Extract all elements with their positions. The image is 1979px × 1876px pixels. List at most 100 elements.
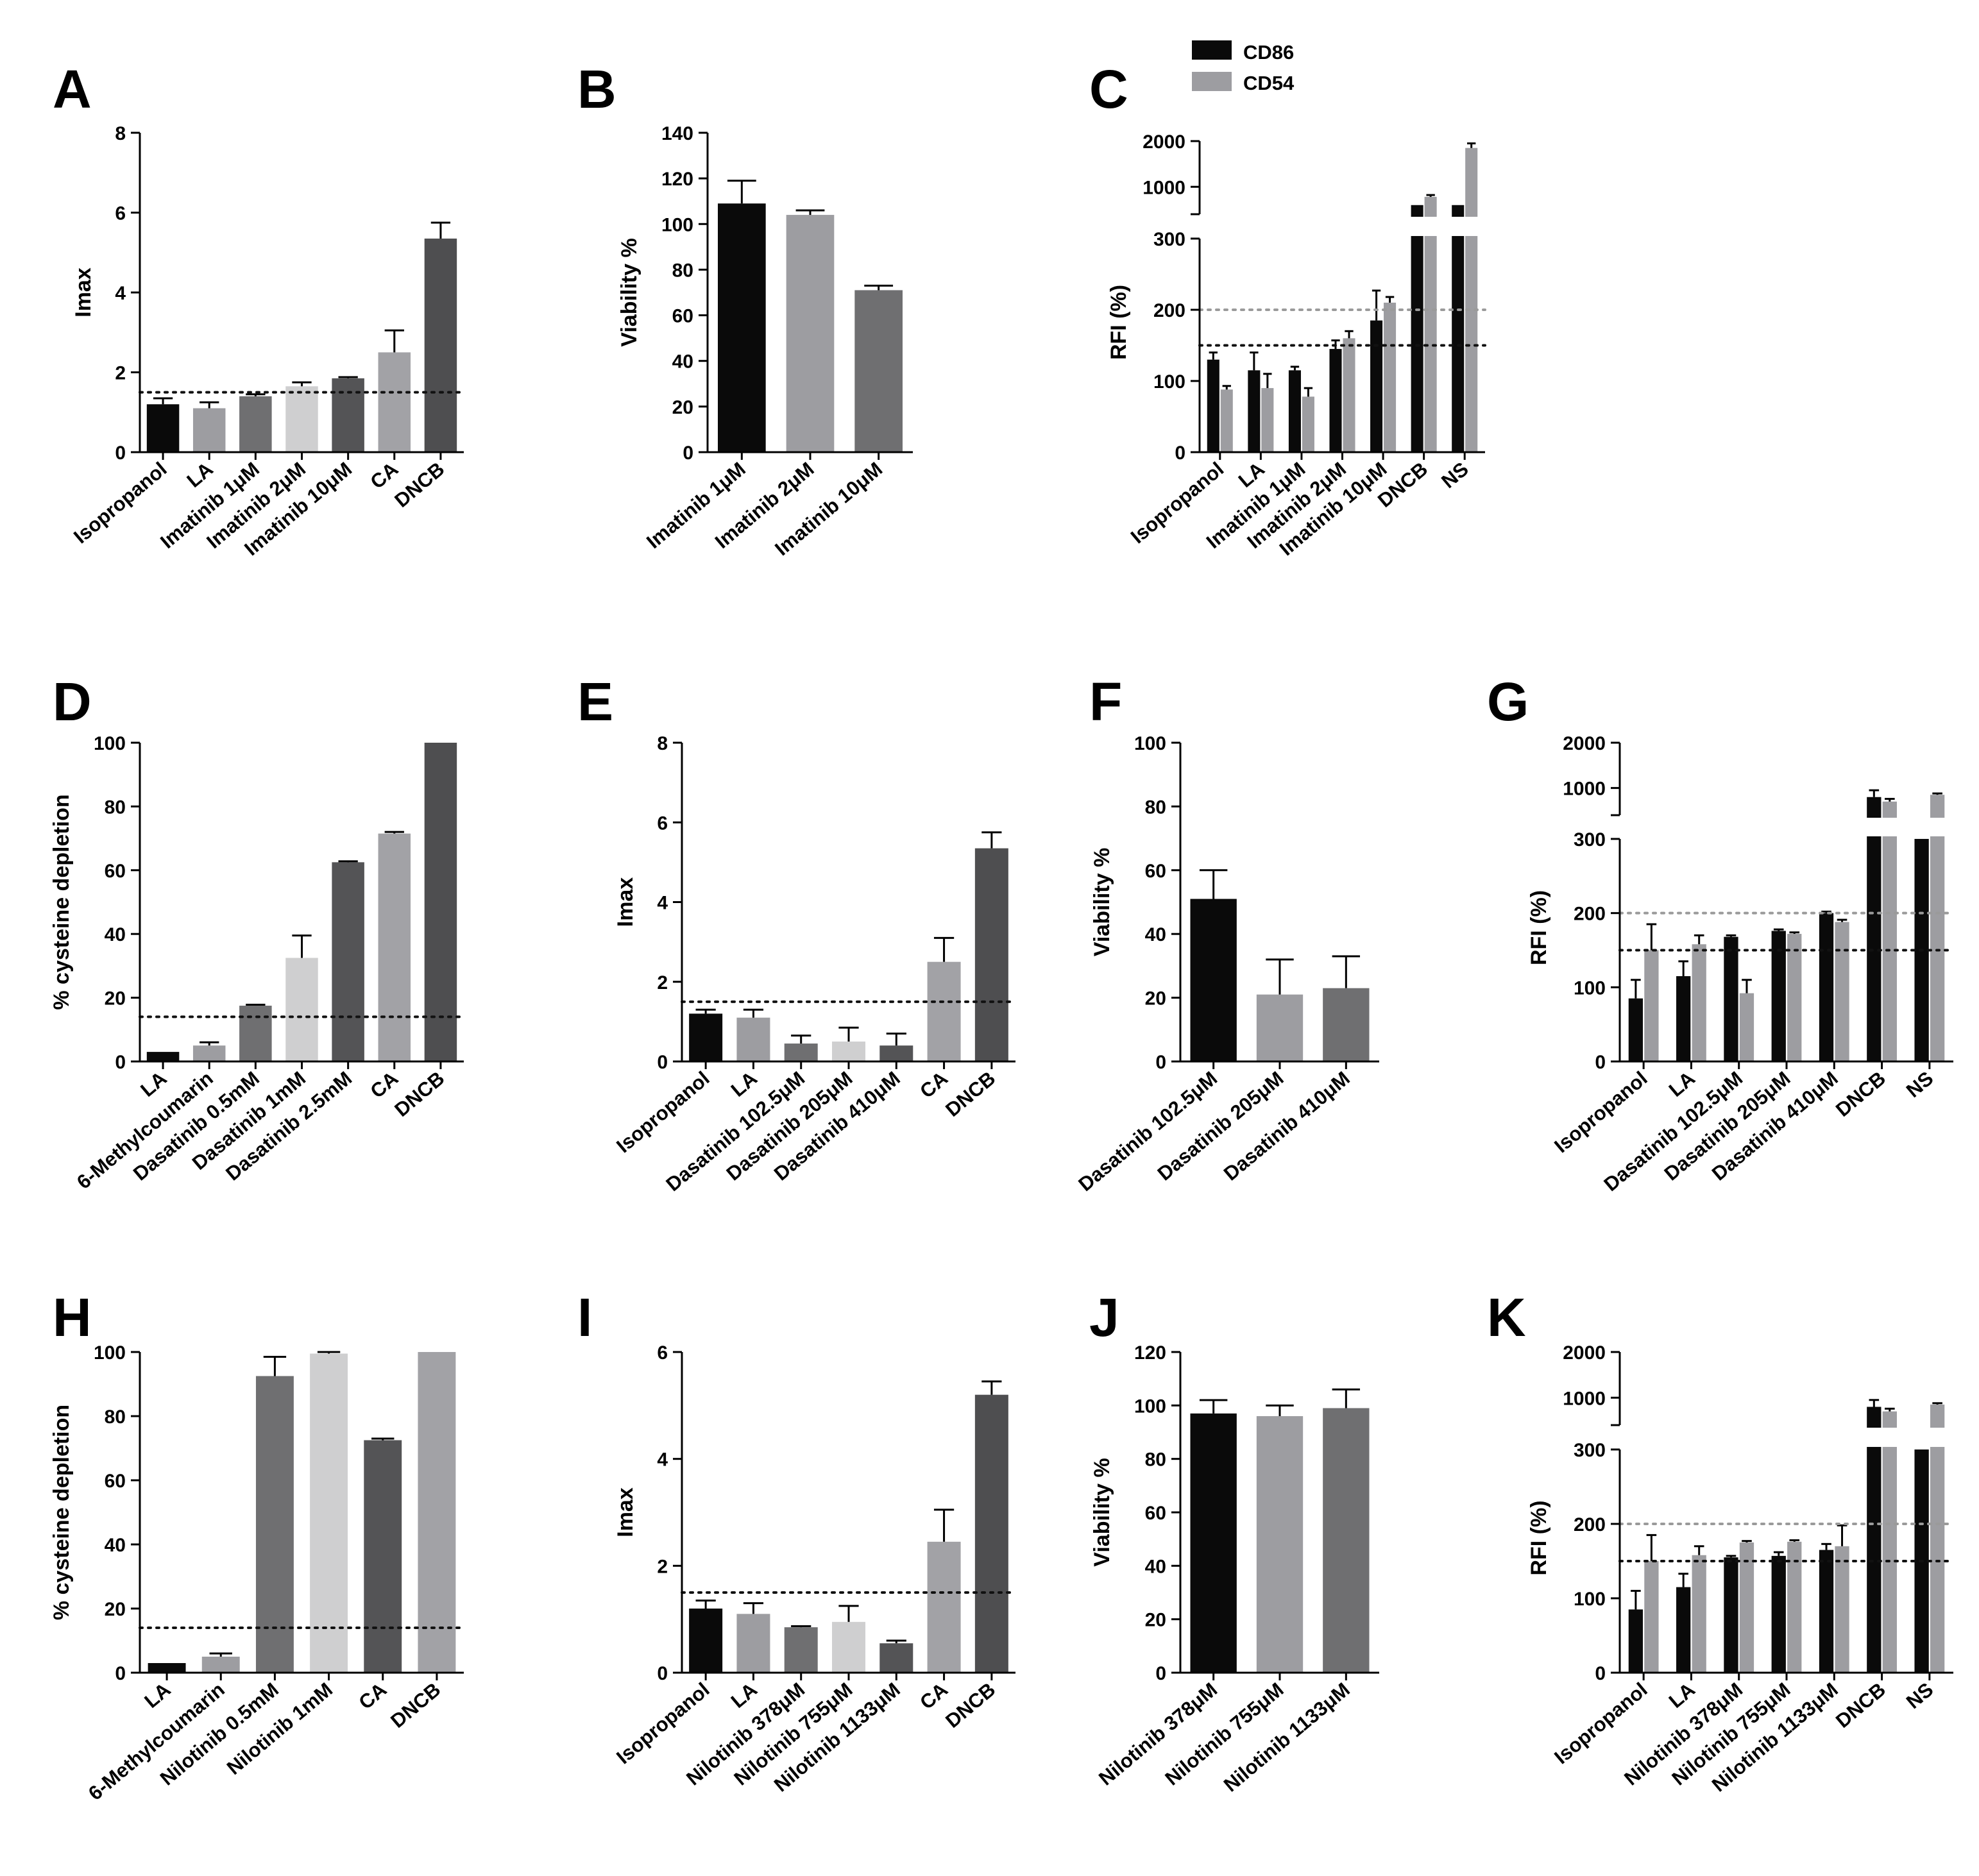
panel-letter-f: F [1089, 672, 1122, 732]
bar-dasatinib-410-m [879, 1045, 913, 1061]
bar-ca [378, 833, 411, 1061]
bar-cd86-dasatinib-410-m [1819, 913, 1834, 1061]
y-axis-label: Imax [613, 877, 638, 927]
y-tick-label: 300 [1153, 229, 1185, 250]
bar-isopropanol [689, 1609, 723, 1673]
bar-dasatinib-102-5-m [784, 1044, 818, 1061]
y-tick-label: 100 [1134, 1396, 1166, 1417]
y-tick-label: 100 [661, 214, 693, 235]
bar-ca [927, 961, 961, 1061]
bar-cd86-isopropanol [1628, 998, 1644, 1061]
y-axis-label: % cysteine depletion [49, 794, 74, 1010]
y-tick-label: 120 [661, 169, 693, 190]
y-tick-label: 140 [661, 123, 693, 144]
x-category-label-dncb: DNCB [1831, 1067, 1890, 1121]
bar-cd54-imatinib-1-m [1302, 396, 1314, 452]
bar-cd86-imatinib-1-m [1288, 370, 1301, 452]
y-tick-label: 200 [1574, 1514, 1606, 1535]
bar-cd54-nilotinib-755-m [1787, 1541, 1802, 1673]
x-category-label-dncb: DNCB [1831, 1678, 1890, 1732]
x-category-label-isopropanol: Isopropanol [612, 1678, 713, 1769]
legend: CD86 CD54 [1192, 40, 1295, 94]
bar-ca [378, 352, 411, 452]
bar-la [146, 1052, 180, 1061]
bar-nilotinib-1133-m [879, 1643, 913, 1673]
x-category-label-nilotinib-755-m: Nilotinib 755μM [1160, 1678, 1287, 1790]
legend-swatch-cd54 [1192, 72, 1232, 91]
y-tick-label: 0 [657, 1052, 668, 1073]
y-tick-label: 20 [1145, 988, 1166, 1010]
bar-cd54-dncb [1882, 801, 1897, 1061]
y-tick-label: 60 [1145, 1503, 1166, 1524]
y-tick-label: 8 [115, 123, 126, 144]
bar-cd54-dasatinib-410-m [1835, 922, 1849, 1061]
bar-nilotinib-378-m [1190, 1413, 1237, 1673]
bar-cd54-ns [1465, 148, 1478, 452]
y-tick-label: 20 [672, 397, 693, 418]
bar-cd54-la [1692, 1555, 1706, 1673]
x-category-label-dncb: DNCB [386, 1678, 445, 1732]
bar-nilotinib-378-m [784, 1627, 818, 1673]
bar-cd54-isopropanol [1220, 389, 1233, 452]
panel-letter-e: E [577, 672, 613, 732]
y-tick-label: 100 [94, 733, 126, 754]
x-category-label-la: LA [727, 1678, 761, 1712]
bar-cd86-la [1248, 370, 1261, 452]
axis-break-gap [1607, 818, 1957, 836]
bar-cd86-dasatinib-205-m [1771, 931, 1786, 1061]
y-tick-label: 0 [1155, 1052, 1166, 1073]
axis-break-gap [1607, 1428, 1957, 1447]
x-category-label-isopropanol: Isopropanol [612, 1067, 713, 1158]
panel-h: H020406080100LA6-MethylcoumarinNilotinib… [49, 1287, 465, 1805]
bar-6-methylcoumarin [192, 1045, 226, 1061]
y-axis-label: RFI (%) [1107, 285, 1131, 360]
bar-cd86-ns [1452, 205, 1465, 452]
y-tick-label: 2000 [1142, 131, 1185, 153]
y-tick-label: 2 [657, 1556, 668, 1577]
bar-dncb [424, 743, 457, 1061]
y-tick-label: 40 [1145, 924, 1166, 945]
x-category-label-ca: CA [915, 1067, 952, 1103]
panel-letter-k: K [1487, 1287, 1526, 1348]
bar-cd54-isopropanol [1644, 1561, 1659, 1673]
y-tick-label: 0 [115, 443, 126, 464]
y-tick-label: 300 [1574, 829, 1606, 850]
bar-cd86-isopropanol [1207, 359, 1219, 452]
panel-letter-c: C [1089, 59, 1128, 119]
y-tick-label: 20 [105, 988, 126, 1010]
y-tick-label: 100 [94, 1342, 126, 1364]
bar-dncb [424, 238, 457, 452]
x-category-label-la: LA [1665, 1678, 1699, 1712]
bar-cd54-ns [1930, 1404, 1945, 1673]
x-category-label-la: LA [727, 1067, 761, 1101]
y-tick-label: 200 [1153, 300, 1185, 321]
bar-cd86-nilotinib-755-m [1771, 1555, 1786, 1673]
bar-cd54-la [1261, 388, 1274, 452]
bar-dasatinib-205-m [832, 1041, 865, 1061]
x-category-label-la: LA [1665, 1067, 1699, 1101]
bar-cd86-imatinib-2-m [1329, 349, 1342, 452]
bar-nilotinib-755-m [1256, 1416, 1304, 1673]
axis-break-gap [1187, 217, 1488, 236]
bar-ca [927, 1541, 961, 1673]
y-tick-label: 100 [1574, 1589, 1606, 1610]
bar-cd86-dasatinib-102-5-m [1724, 936, 1738, 1061]
bar-cd54-imatinib-2-m [1343, 338, 1355, 452]
y-tick-label: 100 [1153, 371, 1185, 393]
y-tick-label: 80 [1145, 797, 1166, 818]
y-tick-label: 100 [1574, 977, 1606, 999]
panel-letter-g: G [1487, 672, 1529, 732]
y-tick-label: 0 [683, 443, 693, 464]
y-axis-label: Viability % [1090, 1458, 1114, 1566]
x-category-label-ca: CA [366, 458, 402, 494]
x-category-label-ca: CA [354, 1678, 391, 1714]
bar-nilotinib-0-5mm [255, 1376, 294, 1673]
x-category-label-dncb: DNCB [941, 1678, 999, 1732]
x-category-label-ca: CA [915, 1678, 952, 1714]
y-tick-label: 60 [105, 1471, 126, 1492]
